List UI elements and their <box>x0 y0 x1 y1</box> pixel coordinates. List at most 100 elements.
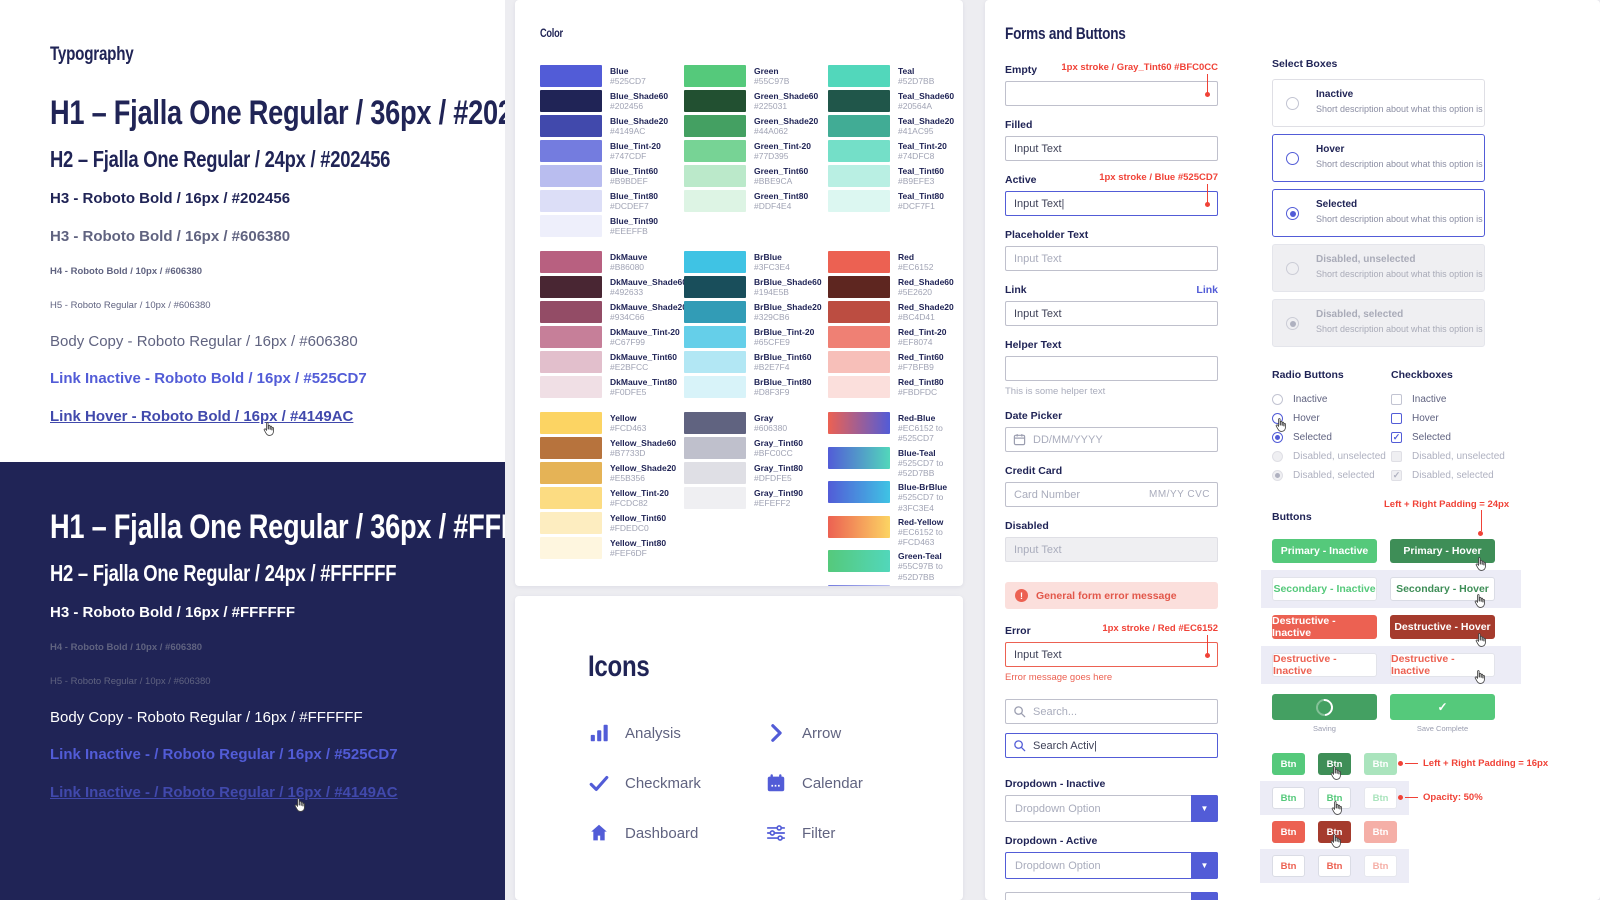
swatch-name: Blue_Tint80 <box>610 191 659 201</box>
radio-option[interactable]: Hover <box>1272 409 1391 432</box>
demo-button[interactable]: Primary - Hover <box>1390 539 1495 571</box>
swatch-name: Green_Shade60 <box>754 91 819 101</box>
color-swatch: Blue #525CD7 <box>540 65 684 87</box>
swatch-meta: Green_Shade20 #44A062 <box>754 115 818 137</box>
field-link-action[interactable]: Link <box>1196 284 1218 296</box>
dropdown-inactive[interactable]: Dropdown Option ▼ <box>1005 795 1218 822</box>
radio-label: Selected <box>1293 432 1332 443</box>
small-demo-button[interactable]: Btn <box>1272 821 1305 843</box>
search-icon <box>1014 740 1026 752</box>
typography-panel: Typography H1 – Fjalla One Regular / 36p… <box>0 0 505 900</box>
active-input[interactable] <box>1005 191 1218 216</box>
radio-list: Inactive Hover <box>1272 390 1391 485</box>
swatch-meta: Green-Teal #55C97B to #52D7BB <box>898 550 963 582</box>
small-demo-button[interactable]: Btn <box>1272 753 1305 775</box>
search-input[interactable] <box>1005 699 1218 724</box>
select-box[interactable]: Disabled, selected Short description abo… <box>1272 299 1485 347</box>
checkbox-icon <box>1391 394 1402 405</box>
empty-input[interactable] <box>1005 81 1218 106</box>
small-demo-button[interactable]: Btn <box>1318 753 1351 780</box>
color-swatch: Red_Shade60 #5E2620 <box>828 276 963 298</box>
small-demo-button[interactable]: Btn <box>1364 753 1397 775</box>
swatch-hex: #55C97B <box>754 76 790 87</box>
link-input[interactable] <box>1005 301 1218 326</box>
swatch-hex: #77D395 <box>754 151 789 162</box>
icon-cell-arrow: Arrow <box>765 722 942 744</box>
demo-button[interactable]: Destructive - Inactive <box>1272 653 1377 677</box>
helper-input[interactable] <box>1005 356 1218 381</box>
swatch-chip <box>684 276 746 298</box>
swatch-hex: #E2BFCC <box>610 362 649 373</box>
button-label: Btn <box>1372 792 1389 804</box>
small-button-row-items: Btn Btn <box>1272 753 1397 780</box>
type-specimen: H1 – Fjalla One Regular / 36px / #202456 <box>50 94 505 133</box>
small-demo-button[interactable]: Btn <box>1364 787 1397 809</box>
type-specimen: H3 - Roboto Bold / 16px / #FFFFFF <box>50 604 295 621</box>
cursor-hand-icon <box>1475 557 1486 571</box>
checkbox-option[interactable]: Selected <box>1391 428 1510 447</box>
small-button-row: Btn Btn <box>1260 747 1409 781</box>
small-demo-button[interactable]: Btn <box>1364 855 1397 877</box>
select-box[interactable]: Disabled, unselected Short description a… <box>1272 244 1485 292</box>
swatch-chip <box>540 215 602 237</box>
radio-option[interactable]: Disabled, unselected <box>1272 447 1391 466</box>
demo-button[interactable]: Secondary - Hover <box>1390 577 1495 608</box>
small-demo-button[interactable]: Btn <box>1318 855 1351 877</box>
checkbox-label: Disabled, selected <box>1412 470 1494 481</box>
select-box[interactable]: Inactive Short description about what th… <box>1272 79 1485 127</box>
swatch-chip <box>828 412 890 434</box>
checkmark-icon <box>589 775 609 791</box>
demo-button[interactable]: Primary - Inactive <box>1272 539 1377 563</box>
save-complete-button[interactable]: ✓ <box>1390 694 1495 720</box>
swatch-name: Blue_Tint60 <box>610 166 659 176</box>
annotation-line <box>1207 635 1208 654</box>
demo-button[interactable]: Destructive - Hover <box>1390 615 1495 647</box>
swatch-chip <box>540 487 602 509</box>
swatch-hex: #B9BDEF <box>610 176 648 187</box>
checkbox-option[interactable]: Disabled, unselected <box>1391 447 1510 466</box>
placeholder-input[interactable] <box>1005 246 1218 271</box>
swatch-name: Yellow_Tint60 <box>610 513 667 523</box>
credit-card-input[interactable] <box>1005 482 1218 507</box>
demo-button[interactable]: Destructive - Inactive <box>1390 653 1495 684</box>
select-box[interactable]: Selected Short description about what th… <box>1272 189 1485 237</box>
dropdown-arrow-icon[interactable]: ▼ <box>1191 892 1218 900</box>
small-demo-button[interactable]: Btn <box>1272 855 1305 877</box>
swatch-meta: Teal #52D7BB <box>898 65 934 87</box>
swatch-chip <box>540 462 602 484</box>
swatch-name: DkMauve_Tint60 <box>610 352 677 362</box>
swatch-meta: Gray_Tint60 #BFC0CC <box>754 437 803 459</box>
swatch-hex: #525CD7 <box>610 76 646 87</box>
saving-button[interactable] <box>1272 694 1377 720</box>
dropdown-arrow-icon[interactable]: ▼ <box>1191 795 1218 822</box>
demo-button[interactable]: Destructive - Inactive <box>1272 615 1377 639</box>
type-specimen: H2 – Fjalla One Regular / 24px / #FFFFFF <box>50 560 396 587</box>
save-complete-caption: Save Complete <box>1416 724 1469 733</box>
search-active-input[interactable] <box>1005 733 1218 758</box>
swatch-chip <box>828 115 890 137</box>
checkbox-option[interactable]: Disabled, selected <box>1391 466 1510 485</box>
color-swatch: Gray #606380 <box>684 412 828 434</box>
checkbox-option[interactable]: Inactive <box>1391 390 1510 409</box>
dropdown-no-label[interactable]: No Label Dropdown ▼ <box>1005 892 1218 900</box>
small-demo-button[interactable]: Btn <box>1364 821 1397 843</box>
small-demo-button[interactable]: Btn <box>1272 787 1305 809</box>
date-input[interactable] <box>1005 427 1218 452</box>
swatch-name: Gray_Tint60 <box>754 438 803 448</box>
small-demo-button[interactable]: Btn <box>1318 821 1351 848</box>
swatch-hex: #FCD463 <box>610 423 647 434</box>
radio-option[interactable]: Disabled, selected <box>1272 466 1391 485</box>
dropdown-arrow-icon[interactable]: ▼ <box>1191 852 1218 879</box>
icon-label: Analysis <box>625 724 681 742</box>
dropdown-active[interactable]: Dropdown Option ▼ <box>1005 852 1218 879</box>
radio-option[interactable]: Selected <box>1272 428 1391 447</box>
select-box[interactable]: Hover Short description about what this … <box>1272 134 1485 182</box>
small-demo-button[interactable]: Btn <box>1318 787 1351 815</box>
swatch-hex: #C67F99 <box>610 337 645 348</box>
checkbox-option[interactable]: Hover <box>1391 409 1510 428</box>
radio-option[interactable]: Inactive <box>1272 390 1391 409</box>
demo-button[interactable]: Secondary - Inactive <box>1272 577 1377 601</box>
swatch-meta: BrBlue #3FC3E4 <box>754 251 790 273</box>
error-input[interactable] <box>1005 642 1218 667</box>
filled-input[interactable] <box>1005 136 1218 161</box>
